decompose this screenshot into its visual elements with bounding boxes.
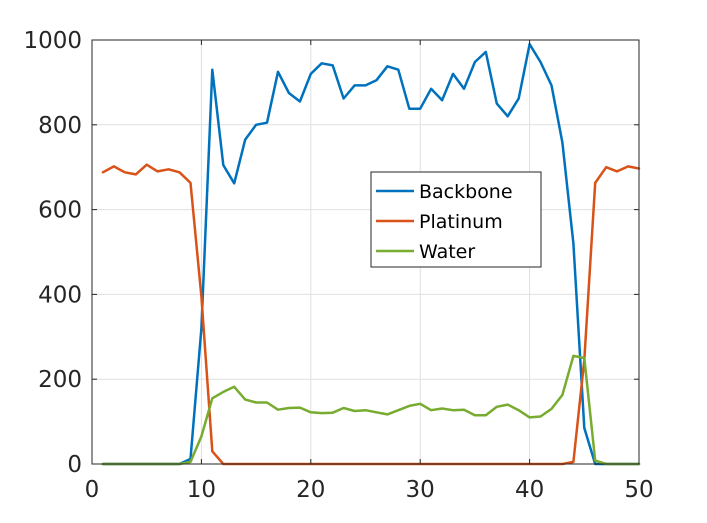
x-tick-label: 0 bbox=[85, 477, 100, 503]
y-tick-label: 800 bbox=[38, 113, 82, 139]
y-tick-label: 600 bbox=[38, 198, 82, 224]
legend: Backbone Platinum Water bbox=[370, 171, 542, 268]
series-line-backbone bbox=[101, 42, 641, 466]
axis-ticks: 0 10 20 30 40 50 0 200 400 600 800 1000 bbox=[23, 28, 653, 503]
plot-area bbox=[92, 40, 639, 464]
legend-label-water: Water bbox=[419, 241, 475, 263]
series-line-water bbox=[101, 354, 641, 466]
y-tick-label: 200 bbox=[38, 367, 82, 393]
legend-label-platinum: Platinum bbox=[419, 211, 503, 233]
y-tick-label: 400 bbox=[38, 282, 82, 308]
plot-frame bbox=[91, 39, 640, 465]
y-tick-label: 1000 bbox=[23, 28, 82, 54]
x-tick-label: 10 bbox=[187, 477, 216, 503]
x-tick-label: 20 bbox=[296, 477, 325, 503]
x-tick-label: 50 bbox=[624, 477, 653, 503]
x-tick-label: 40 bbox=[515, 477, 544, 503]
y-tick-label: 0 bbox=[67, 452, 82, 478]
legend-label-backbone: Backbone bbox=[419, 181, 513, 203]
x-tick-label: 30 bbox=[406, 477, 435, 503]
